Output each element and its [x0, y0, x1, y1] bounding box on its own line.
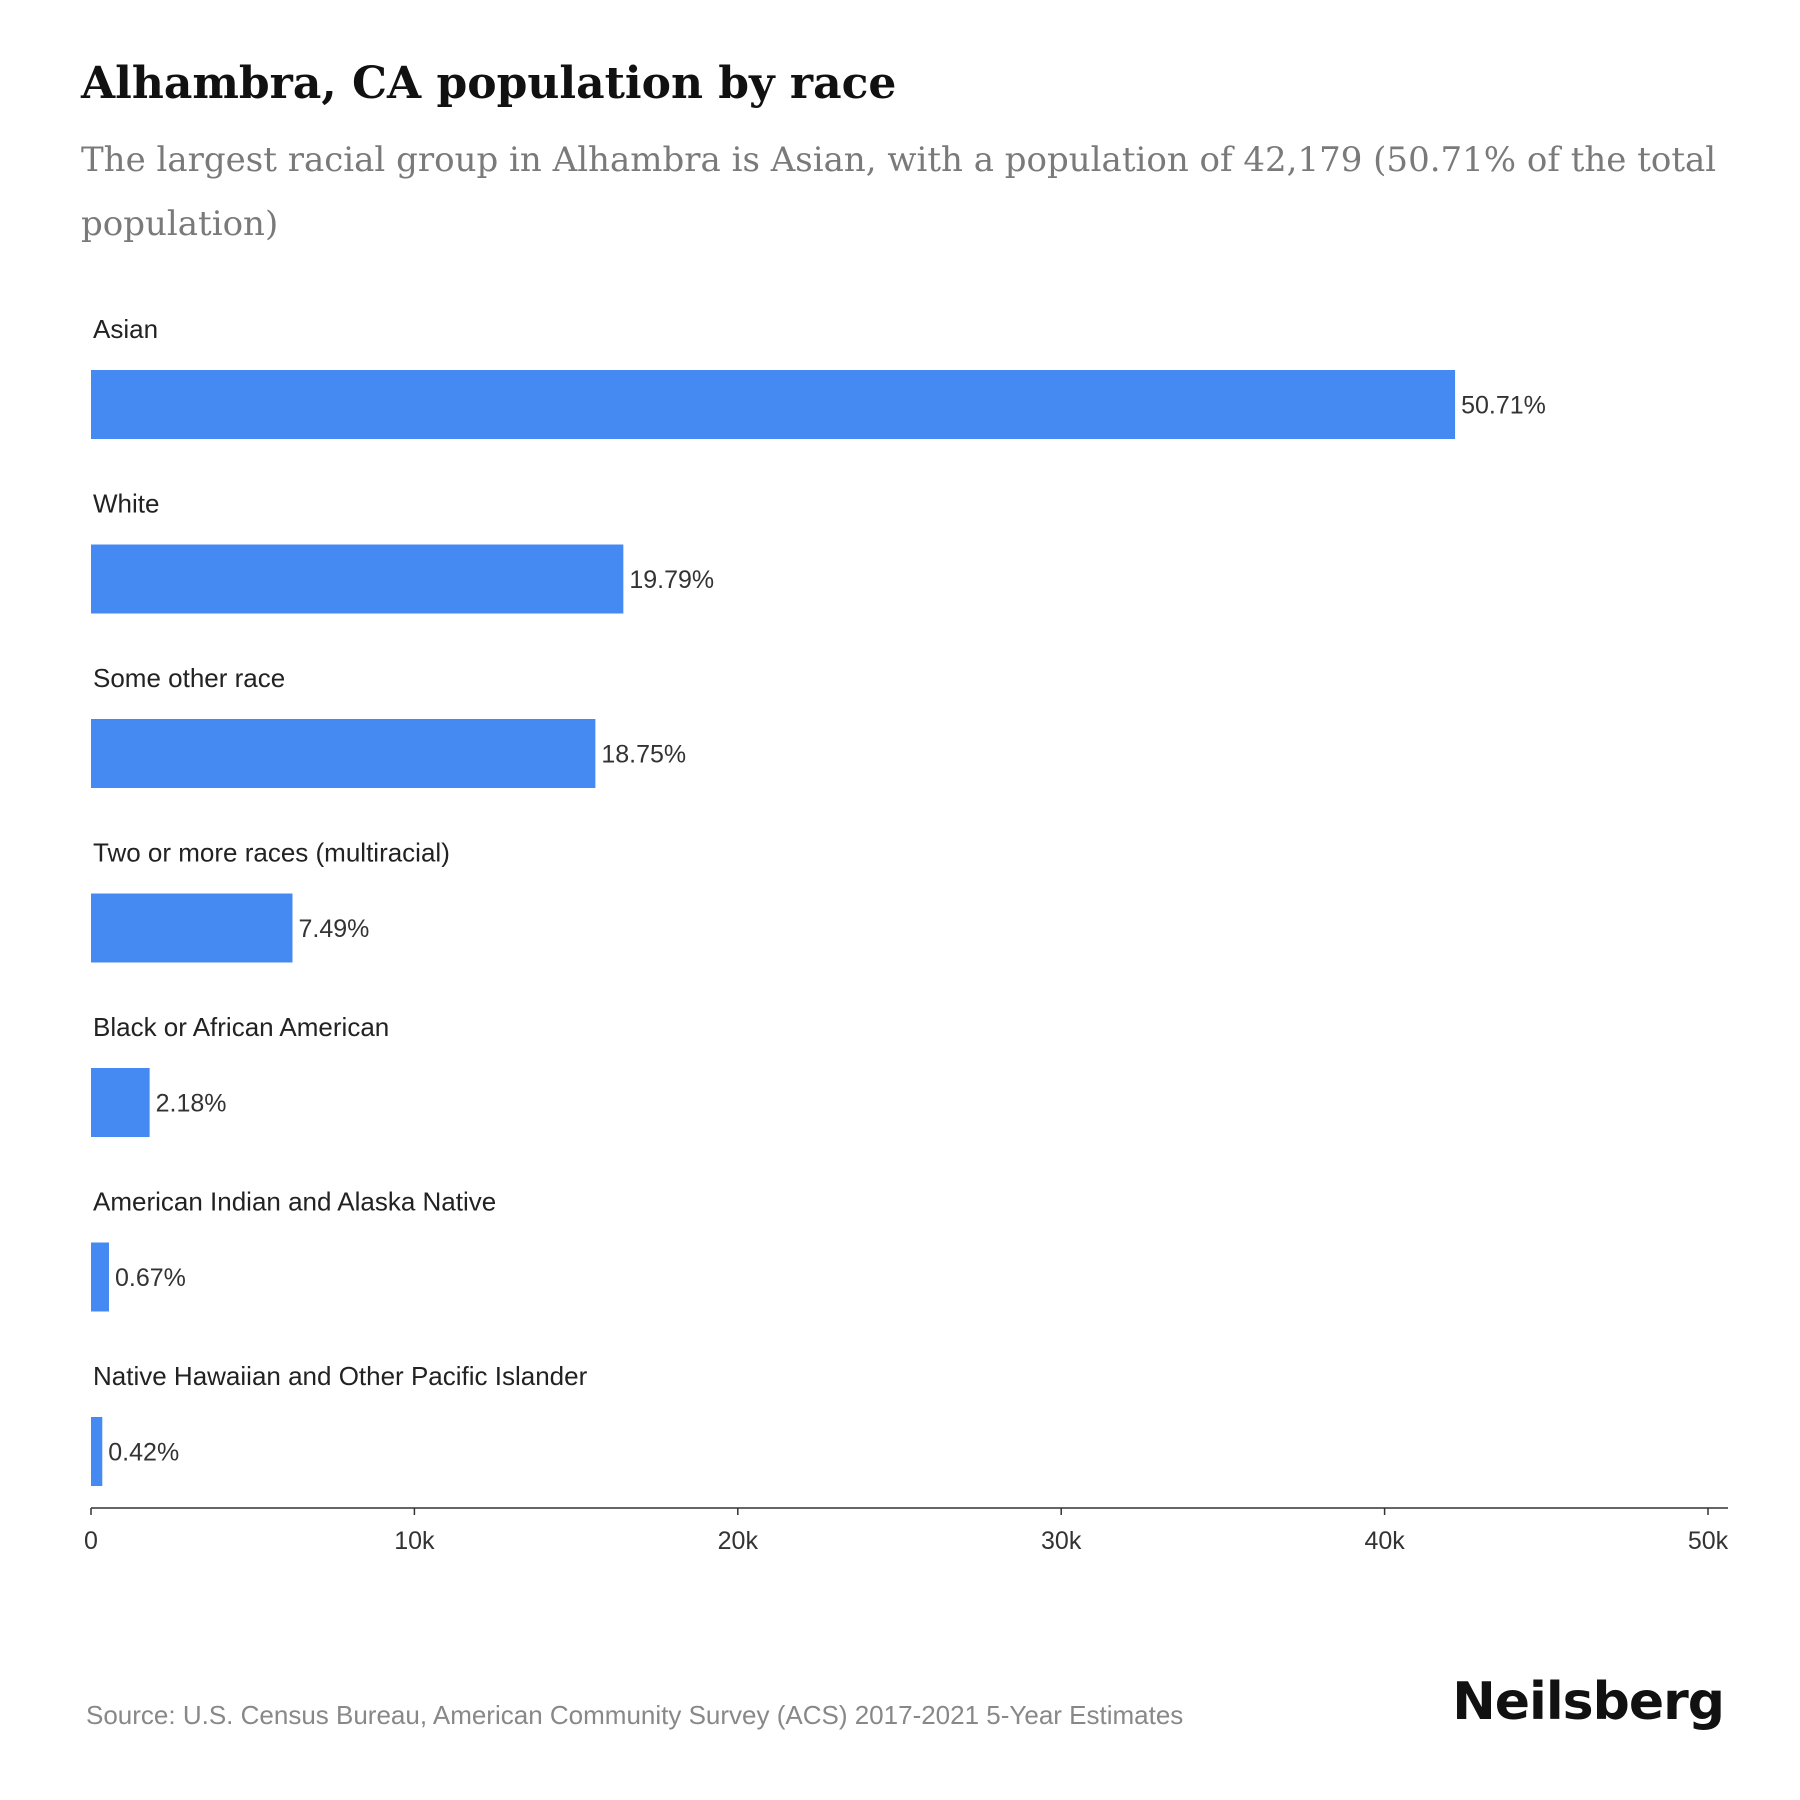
bar-chart: Asian 50.71% White 19.79% Some other race 18.… [84, 314, 1729, 1555]
category-label: American Indian and Alaska Native [93, 1187, 496, 1217]
chart-subtitle: The largest racial group in Alhambra is … [81, 140, 1717, 244]
x-tick-label: 20k [718, 1527, 759, 1555]
bar [91, 719, 596, 788]
value-label: 7.49% [298, 915, 369, 943]
chart-title: Alhambra, CA population by race [81, 58, 897, 109]
x-tick-label: 10k [394, 1527, 435, 1555]
value-label: 2.18% [156, 1090, 227, 1118]
brand-logo: Neilsberg [1452, 1672, 1725, 1732]
x-tick-label: 40k [1364, 1527, 1405, 1555]
value-label: 19.79% [629, 566, 714, 594]
category-label: Two or more races (multiracial) [93, 838, 450, 868]
bar [91, 1242, 110, 1312]
bar [91, 544, 624, 614]
source-note: Source: U.S. Census Bureau, American Com… [86, 1700, 1184, 1730]
category-label: Some other race [93, 663, 285, 693]
value-label: 0.42% [108, 1439, 179, 1467]
category-label: Native Hawaiian and Other Pacific Island… [93, 1361, 588, 1391]
x-tick-label: 50k [1688, 1527, 1729, 1555]
bar [91, 370, 1456, 439]
bar [91, 1068, 150, 1137]
bar [91, 1417, 103, 1486]
x-tick-label: 0 [84, 1527, 98, 1555]
category-label: Asian [93, 314, 158, 344]
bar [91, 893, 293, 963]
value-label: 50.71% [1461, 392, 1546, 420]
value-label: 18.75% [601, 741, 686, 769]
value-label: 0.67% [115, 1264, 186, 1292]
category-label: White [93, 489, 159, 519]
x-tick-label: 30k [1041, 1527, 1082, 1555]
category-label: Black or African American [93, 1012, 389, 1042]
